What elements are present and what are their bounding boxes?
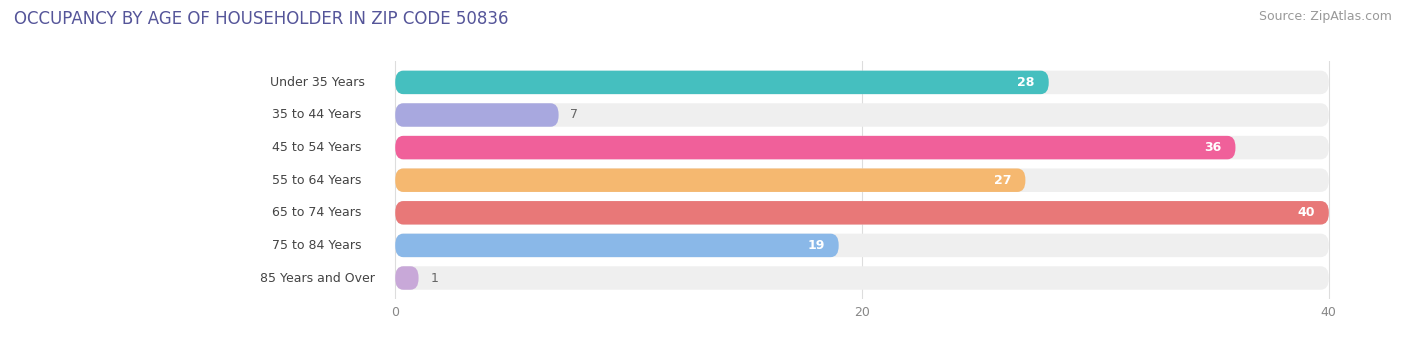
Text: 19: 19 (807, 239, 825, 252)
FancyBboxPatch shape (395, 103, 1329, 127)
FancyBboxPatch shape (242, 168, 392, 192)
FancyBboxPatch shape (242, 103, 392, 127)
FancyBboxPatch shape (395, 201, 1329, 224)
FancyBboxPatch shape (395, 266, 1329, 290)
Text: 40: 40 (1298, 206, 1315, 219)
Text: 35 to 44 Years: 35 to 44 Years (273, 108, 361, 121)
FancyBboxPatch shape (395, 136, 1236, 159)
FancyBboxPatch shape (242, 234, 392, 257)
Text: 45 to 54 Years: 45 to 54 Years (273, 141, 361, 154)
Text: Source: ZipAtlas.com: Source: ZipAtlas.com (1258, 10, 1392, 23)
Text: 75 to 84 Years: 75 to 84 Years (273, 239, 361, 252)
FancyBboxPatch shape (242, 136, 392, 159)
FancyBboxPatch shape (395, 168, 1329, 192)
Text: 36: 36 (1204, 141, 1222, 154)
Text: 27: 27 (994, 174, 1011, 187)
FancyBboxPatch shape (395, 136, 1329, 159)
Text: 28: 28 (1018, 76, 1035, 89)
FancyBboxPatch shape (395, 168, 1025, 192)
FancyBboxPatch shape (395, 71, 1329, 94)
FancyBboxPatch shape (242, 266, 392, 290)
FancyBboxPatch shape (242, 71, 392, 94)
FancyBboxPatch shape (242, 201, 392, 224)
FancyBboxPatch shape (395, 71, 1049, 94)
FancyBboxPatch shape (395, 234, 1329, 257)
Text: Under 35 Years: Under 35 Years (270, 76, 364, 89)
FancyBboxPatch shape (395, 266, 419, 290)
Text: OCCUPANCY BY AGE OF HOUSEHOLDER IN ZIP CODE 50836: OCCUPANCY BY AGE OF HOUSEHOLDER IN ZIP C… (14, 10, 509, 28)
Text: 7: 7 (571, 108, 578, 121)
Text: 1: 1 (430, 272, 439, 285)
FancyBboxPatch shape (395, 234, 839, 257)
Text: 65 to 74 Years: 65 to 74 Years (273, 206, 361, 219)
FancyBboxPatch shape (395, 103, 558, 127)
FancyBboxPatch shape (395, 201, 1329, 224)
Text: 55 to 64 Years: 55 to 64 Years (273, 174, 361, 187)
Text: 85 Years and Over: 85 Years and Over (260, 272, 374, 285)
